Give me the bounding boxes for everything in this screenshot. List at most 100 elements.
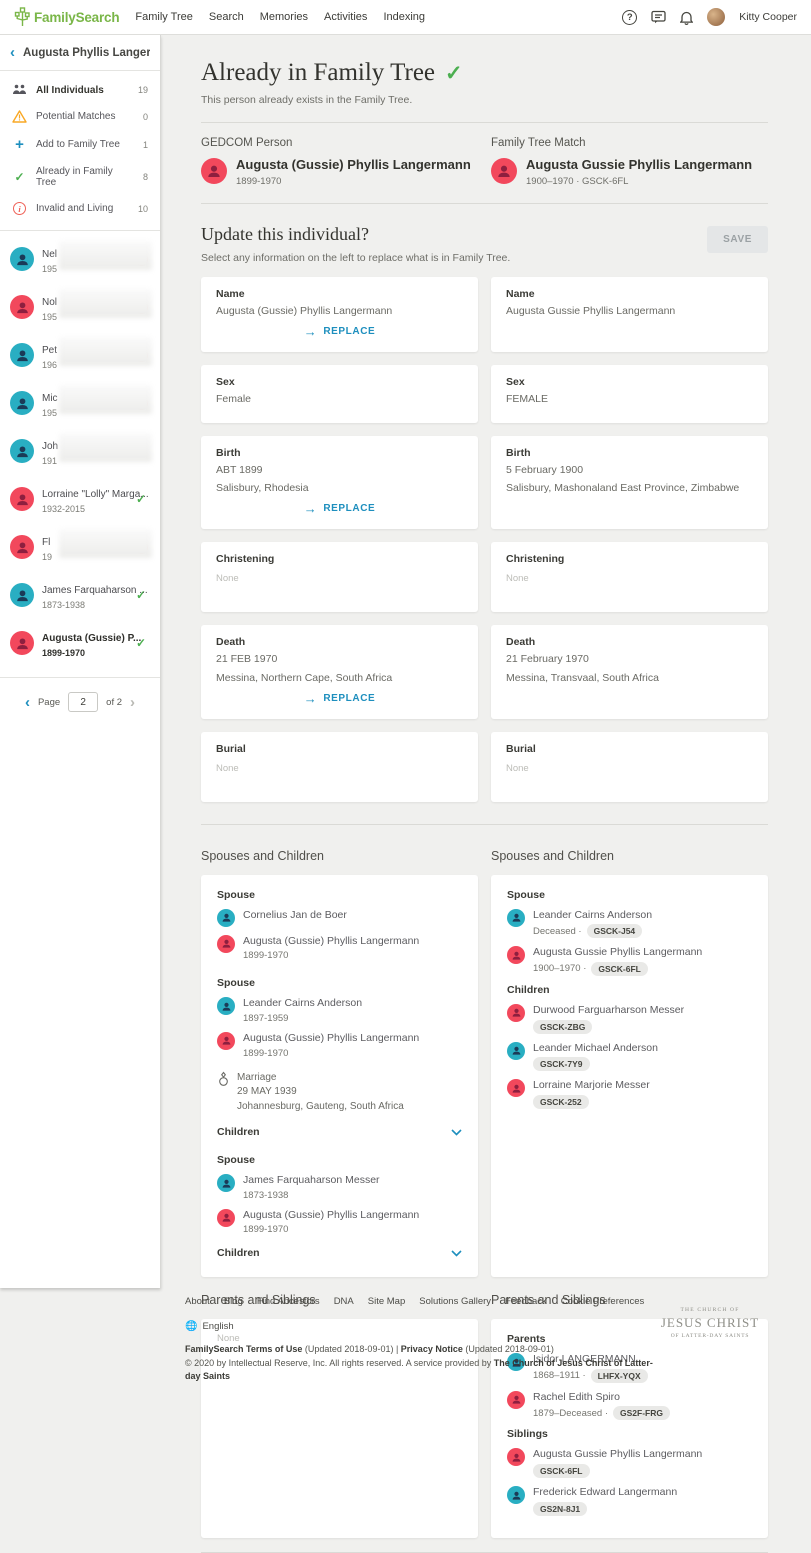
privacy-link[interactable]: Privacy Notice (400, 1344, 463, 1354)
brand-name: FamilySearch (34, 9, 120, 25)
children-toggle[interactable]: Children (217, 1247, 462, 1259)
tree-death-card: Death 21 February 1970 Messina, Transvaa… (491, 625, 768, 719)
table-row[interactable]: James Farquaharson Messer 1873-1938 (217, 1174, 462, 1201)
table-row[interactable]: Leander Michael Anderson GSCK-7Y9 (507, 1041, 752, 1072)
page-title-row: Already in Family Tree ✓ (201, 59, 768, 87)
table-row[interactable]: Leander Cairns Anderson Deceased · GSCK-J… (507, 908, 752, 939)
list-item[interactable]: Joh 191 + (0, 427, 160, 475)
user-avatar[interactable] (707, 8, 726, 26)
footer-link-cookie-preferences[interactable]: Cookie Preferences (560, 1296, 645, 1307)
filter-add-to-family-tree[interactable]: + Add to Family Tree 1 (0, 130, 160, 159)
list-item[interactable]: Nol 195 i (0, 283, 160, 331)
sidebar-filters: All Individuals 19 Potential Matches 0 +… (0, 71, 160, 231)
nav-item-family-tree[interactable]: Family Tree (135, 11, 193, 23)
sidebar: ‹ Augusta Phyllis Langerm... All Individ… (0, 35, 161, 1288)
nav-item-search[interactable]: Search (208, 11, 244, 23)
plus-icon: + (15, 136, 24, 153)
person-id-badge: GSCK-ZBG (533, 1019, 593, 1034)
filter-label: Potential Matches (36, 111, 116, 122)
help-icon[interactable]: ? (622, 9, 638, 25)
replace-name-button[interactable]: → REPLACE (300, 318, 380, 341)
ring-icon (218, 1071, 229, 1115)
list-item[interactable]: Mic 195 i (0, 379, 160, 427)
table-row[interactable]: Frederick Edward Langermann GS2N-8J1 (507, 1486, 752, 1516)
tree-christening-card: Christening None (491, 542, 768, 613)
male-avatar-icon (217, 1174, 235, 1193)
spouse-group: Spouse Leander Cairns Anderson 1897-1959 … (217, 977, 462, 1138)
list-item[interactable]: Fl 19 i (0, 523, 160, 571)
footer-link-blog[interactable]: Blog (223, 1296, 243, 1307)
notifications-icon[interactable] (680, 10, 694, 25)
back-chevron-icon[interactable]: ‹ (10, 44, 15, 61)
status-check-icon: ✓ (135, 588, 147, 602)
nav-item-activities[interactable]: Activities (324, 11, 368, 23)
filter-potential-matches[interactable]: Potential Matches 0 (0, 103, 160, 130)
gedcom-death-card[interactable]: Death 21 FEB 1970 Messina, Northern Cape… (201, 625, 478, 719)
terms-link[interactable]: FamilySearch Terms of Use (185, 1344, 303, 1354)
people-icon (12, 84, 27, 96)
page-prev-icon[interactable]: ‹ (24, 693, 30, 711)
person-text: Lorraine "Lolly" Marga... 1932-2015 (42, 489, 149, 514)
filter-all-individuals[interactable]: All Individuals 19 (0, 77, 160, 103)
children-toggle[interactable]: Children (217, 1126, 462, 1138)
chevron-down-icon (451, 1129, 462, 1136)
nav-item-indexing[interactable]: Indexing (383, 11, 426, 23)
nav-right: ? Kitty Cooper (622, 8, 797, 26)
table-row[interactable]: Durwood Farguarharson Messer GSCK-ZBG (507, 1003, 752, 1034)
table-row[interactable]: Augusta Gussie Phyllis Langermann 1900–1… (507, 946, 752, 976)
page-next-icon[interactable]: › (130, 693, 136, 711)
filter-count: 19 (137, 85, 148, 95)
page-input[interactable] (68, 692, 99, 712)
compare-row-name: Name Augusta (Gussie) Phyllis Langermann… (201, 276, 768, 353)
table-row[interactable]: Augusta (Gussie) Phyllis Langermann 1899-… (217, 1031, 462, 1059)
filter-invalid-and-living[interactable]: i Invalid and Living 10 (0, 195, 160, 222)
person-text: Nel 195 (42, 241, 152, 274)
person-id-badge: GSCK-252 (533, 1094, 589, 1109)
familysearch-logo[interactable]: FamilySearch (14, 7, 120, 27)
list-item[interactable]: Pet 196 i (0, 331, 160, 379)
female-avatar-icon (217, 934, 235, 953)
table-row[interactable]: Lorraine Marjorie Messer GSCK-252 (507, 1079, 752, 1109)
tree-match-text: Augusta Gussie Phyllis Langermann 1900–1… (526, 157, 753, 187)
update-heading: Update this individual? (201, 223, 369, 244)
female-avatar-icon (491, 158, 517, 184)
divider (201, 122, 768, 123)
messages-icon[interactable] (651, 10, 666, 24)
footer-link-feedback[interactable]: Feedback (505, 1296, 547, 1307)
person-text: Nol 195 (42, 289, 152, 322)
filter-already-in-family-tree[interactable]: ✓ Already in Family Tree 8 (0, 159, 160, 195)
page-title: Already in Family Tree (201, 59, 436, 86)
table-row[interactable]: Cornelius Jan de Boer (217, 908, 462, 927)
table-row[interactable]: Augusta (Gussie) Phyllis Langermann 1899-… (217, 934, 462, 961)
save-button[interactable]: SAVE (707, 225, 768, 253)
footer-link-solutions-gallery[interactable]: Solutions Gallery (419, 1296, 492, 1307)
footer-link-find-ancestors[interactable]: Find Ancestors (256, 1296, 320, 1307)
list-item[interactable]: James Farquaharson ... 1873-1938 ✓ (0, 571, 160, 619)
list-item[interactable]: Lorraine "Lolly" Marga... 1932-2015 ✓ (0, 475, 160, 523)
female-avatar-icon (10, 487, 34, 511)
table-row[interactable]: Augusta (Gussie) Phyllis Langermann 1899-… (217, 1208, 462, 1235)
person-text: James Farquaharson ... 1873-1938 (42, 585, 148, 610)
female-avatar-icon (507, 1079, 525, 1098)
footer-link-site-map[interactable]: Site Map (367, 1296, 406, 1307)
replace-death-button[interactable]: → REPLACE (300, 685, 380, 708)
nav-item-memories[interactable]: Memories (259, 11, 309, 23)
table-row[interactable]: Augusta Gussie Phyllis Langermann GSCK-6… (507, 1448, 752, 1479)
table-row[interactable]: Leander Cairns Anderson 1897-1959 (217, 997, 462, 1024)
gedcom-person-panel: GEDCOM Person Augusta (Gussie) Phyllis L… (201, 137, 478, 187)
table-row[interactable]: Rachel Edith Spiro 1879–Deceased · GS2F-F… (507, 1390, 752, 1421)
gedcom-birth-card[interactable]: Birth ABT 1899 Salisbury, Rhodesia → REPL… (201, 436, 478, 530)
footer-link-about[interactable]: About (185, 1296, 210, 1307)
update-subheading: Select any information on the left to re… (201, 251, 511, 264)
list-item[interactable]: Nel 195 i (0, 235, 160, 283)
gedcom-name-card[interactable]: Name Augusta (Gussie) Phyllis Langermann… (201, 276, 478, 353)
replace-birth-button[interactable]: → REPLACE (300, 495, 380, 518)
privacy-blur (59, 385, 152, 414)
tree-match-name: Augusta Gussie Phyllis Langermann (526, 157, 753, 172)
user-name[interactable]: Kitty Cooper (739, 11, 797, 23)
footer-link-dna[interactable]: DNA (333, 1296, 354, 1307)
gedcom-sex-card[interactable]: Sex Female (201, 365, 478, 424)
list-item-selected[interactable]: Augusta (Gussie) P... 1899-1970 ✓ (0, 619, 160, 667)
language-selector[interactable]: 🌐 English (185, 1321, 234, 1332)
filter-label: Invalid and Living (36, 203, 114, 214)
